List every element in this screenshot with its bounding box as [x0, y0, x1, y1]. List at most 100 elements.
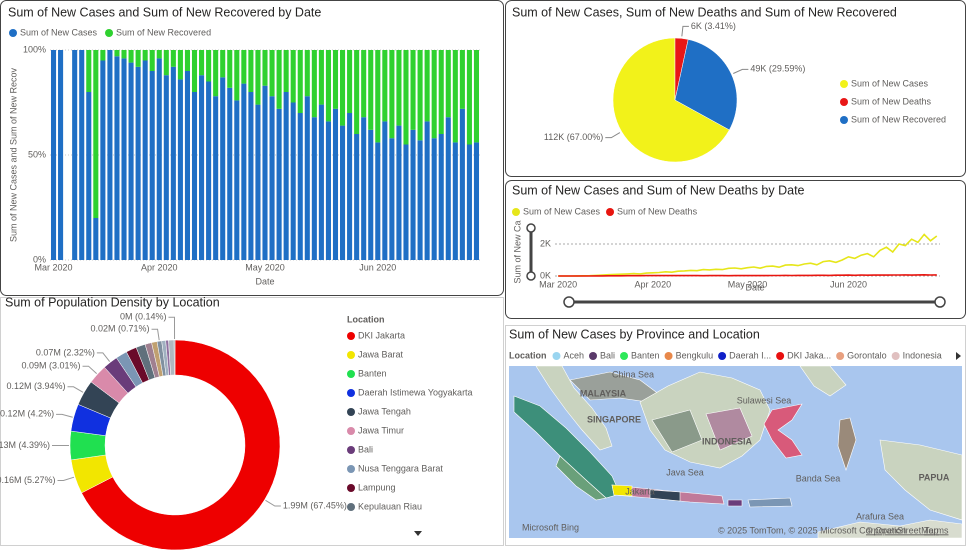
legend-marker	[347, 351, 355, 359]
bar-segment	[262, 50, 268, 86]
bar-segment	[276, 108, 282, 260]
legend-marker	[347, 446, 355, 454]
x-tick-label: Jun 2020	[830, 279, 867, 289]
bar-segment	[163, 75, 169, 260]
map-label: INDONESIA	[702, 436, 753, 446]
map-label: China Sea	[612, 369, 654, 379]
bar-segment	[255, 50, 261, 105]
bar-segment	[347, 113, 353, 260]
legend-marker	[664, 352, 673, 360]
bar-segment	[283, 92, 289, 260]
bar-segment	[177, 79, 183, 261]
bar-segment	[438, 134, 444, 260]
map-label: MALAYSIA	[580, 388, 627, 398]
bar-segment	[269, 50, 275, 97]
bar-segment	[311, 117, 317, 260]
legend-marker	[620, 352, 629, 360]
data-label: 0.09M (3.01%)	[21, 361, 80, 371]
map-label: Jakarta	[625, 486, 655, 496]
bar-segment	[135, 50, 141, 67]
map[interactable]: China Sea MALAYSIA SINGAPORE INDONESIA Sulaw…	[509, 366, 962, 538]
y-tick-label: 0%	[33, 254, 46, 264]
bar-segment	[396, 50, 402, 126]
bar-segment	[417, 50, 423, 141]
pie-slice	[612, 37, 730, 163]
bar-segment	[142, 60, 148, 260]
leader-line	[57, 476, 75, 482]
y-tick-label: 50%	[28, 149, 46, 159]
bar-segment	[368, 50, 374, 130]
map-label: Java Sea	[666, 467, 704, 477]
legend-marker	[347, 465, 355, 473]
data-label: 0.12M (3.94%)	[6, 381, 65, 391]
bar-segment	[452, 142, 458, 260]
legend-label: Sum of New Recovered	[851, 114, 946, 124]
bar-segment	[332, 50, 339, 109]
legend-label: Kepulauan Riau	[358, 501, 422, 511]
bar-segment	[121, 50, 127, 59]
range-slider[interactable]	[563, 296, 946, 308]
x-tick-label: Mar 2020	[539, 279, 577, 289]
chart-title: Sum of New Cases, Sum of New Deaths and …	[512, 5, 897, 19]
y-tick-label: 0K	[540, 270, 551, 280]
legend-marker	[512, 208, 520, 216]
legend-marker	[9, 29, 17, 37]
line-series	[558, 233, 938, 277]
map-attribution: Terms	[924, 525, 949, 535]
legend-next-arrow[interactable]	[956, 352, 961, 360]
legend-label: Bali	[600, 350, 615, 360]
bar-segment	[72, 50, 78, 260]
legend-marker	[840, 116, 848, 124]
legend-label: Banten	[358, 368, 387, 378]
legend-label: Daerah I...	[729, 350, 771, 360]
legend-marker	[105, 29, 114, 37]
bar-segment	[191, 50, 198, 92]
bar-segment	[410, 50, 416, 130]
bar-segment	[318, 50, 324, 105]
donut-slice	[81, 339, 281, 550]
bar-segment	[149, 71, 155, 260]
x-axis-title: Date	[745, 282, 764, 292]
bar-segment	[227, 87, 233, 260]
bar-segment	[220, 77, 226, 260]
bar-segment	[184, 50, 190, 71]
y-tick-label: 100%	[23, 44, 46, 54]
x-tick-label: Mar 2020	[35, 262, 73, 272]
bar-segment	[297, 50, 303, 113]
legend-label: DKI Jakarta	[358, 330, 405, 340]
bar-segment	[290, 102, 296, 260]
legend-label: Bali	[358, 444, 373, 454]
legend-label: Sum of New Cases	[851, 78, 929, 88]
data-label: 112K (67.00%)	[544, 132, 603, 142]
leader-line	[681, 25, 689, 37]
data-label: 0.13M (4.39%)	[0, 440, 50, 450]
leader-line	[67, 386, 84, 393]
leader-line	[605, 132, 621, 139]
legend-label: DKI Jaka...	[787, 350, 831, 360]
legend-scroll-arrow[interactable]	[414, 531, 422, 536]
bar-segment	[438, 50, 444, 134]
leader-line	[733, 68, 749, 74]
legend-marker	[347, 503, 355, 511]
legend-label: Sum of New Deaths	[617, 206, 698, 216]
legend-marker	[347, 370, 355, 378]
donut-slice	[69, 430, 106, 461]
legend-marker	[776, 352, 785, 360]
bar-segment	[79, 50, 85, 260]
legend-marker	[606, 208, 615, 216]
bar-segment	[389, 138, 395, 260]
bar-segment	[283, 50, 289, 92]
leader-line	[265, 499, 281, 507]
y-range-slider[interactable]	[526, 223, 536, 281]
bar-segment	[220, 50, 226, 78]
bar-segment	[241, 50, 247, 84]
bar-segment	[424, 50, 430, 122]
legend-label: Banten	[631, 350, 660, 360]
bar-segment	[100, 50, 106, 61]
bar-segment	[473, 142, 480, 260]
map-label: PAPUA	[919, 472, 950, 482]
bar-segment	[107, 50, 113, 260]
legend-label: Bengkulu	[676, 350, 714, 360]
x-tick-label: May 2020	[245, 262, 285, 272]
